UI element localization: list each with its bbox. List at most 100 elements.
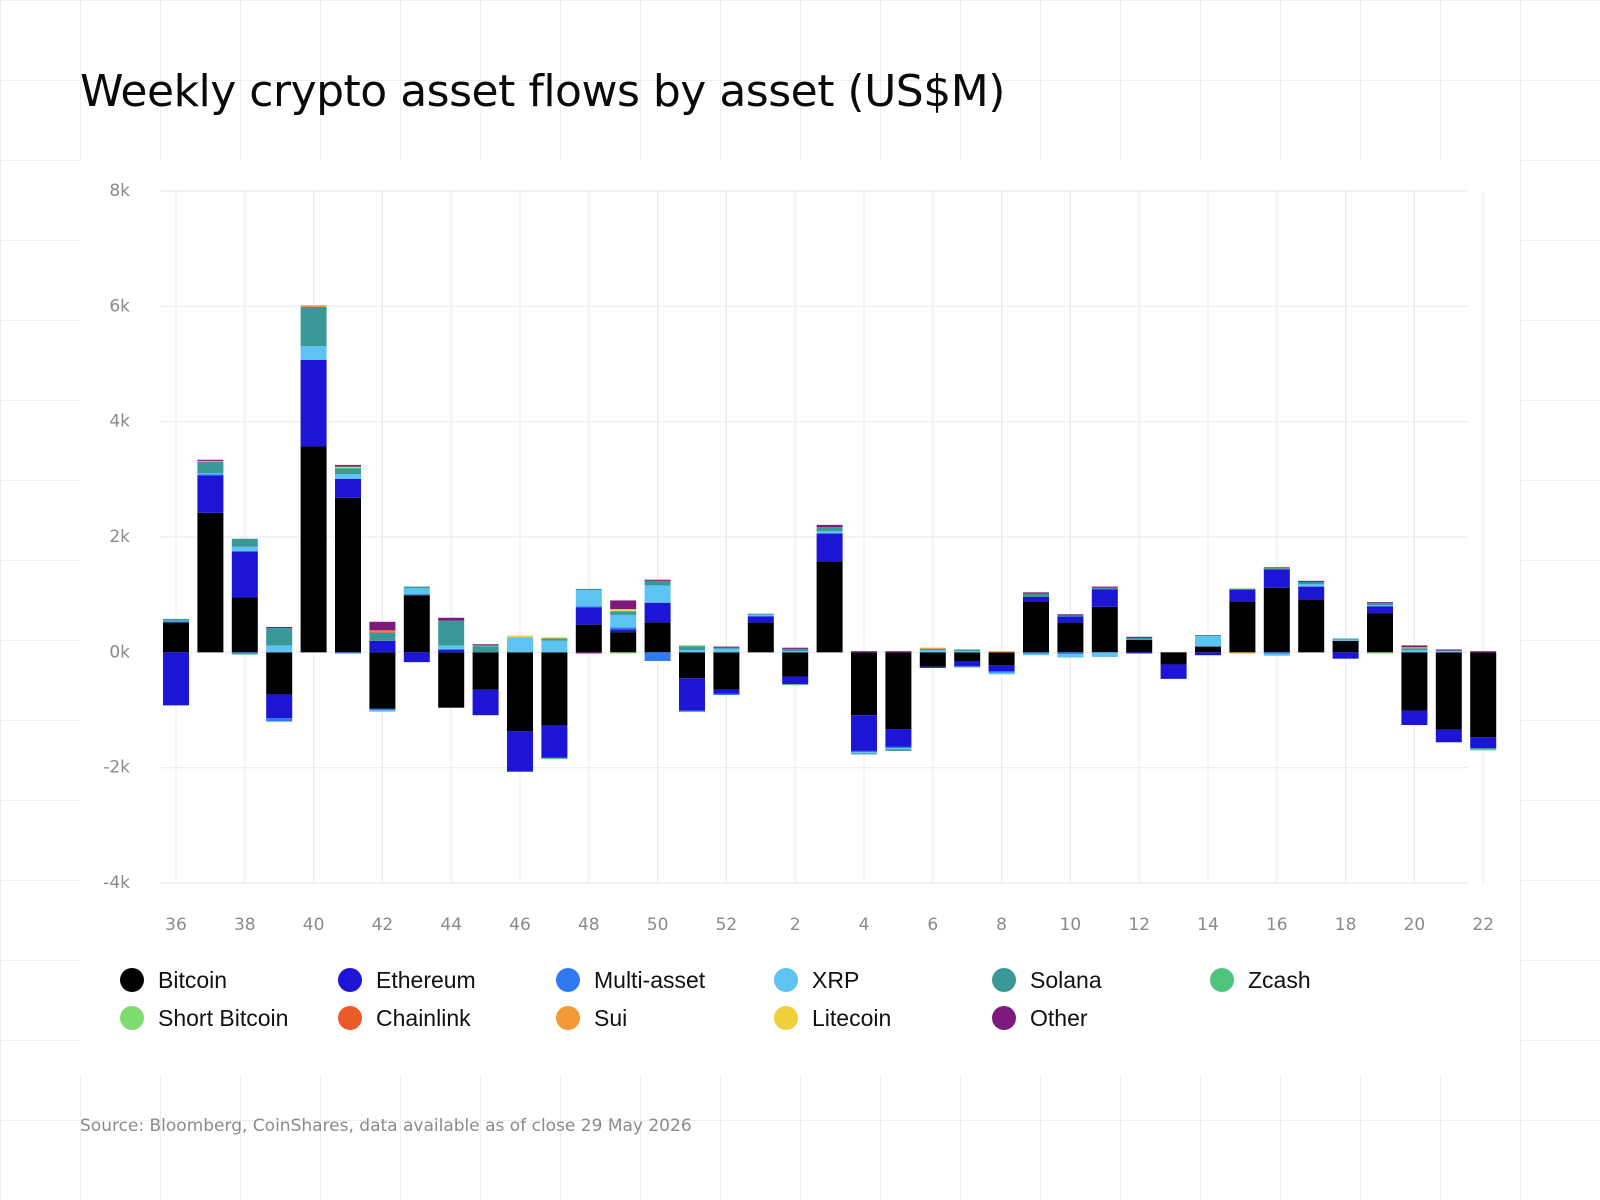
source-note: Source: Bloomberg, CoinShares, data avai… <box>80 1116 692 1136</box>
bar-segment-xrp <box>369 710 396 712</box>
legend-item-xrp: XRP <box>774 965 859 995</box>
bar-segment-bitcoin <box>1298 599 1325 653</box>
bar-segment-xrp <box>1057 654 1084 658</box>
legend-label: Ethereum <box>376 966 476 993</box>
x-tick-label: 44 <box>440 915 462 935</box>
bar-segment-ethereum <box>713 689 740 694</box>
bar-segment-solana <box>163 618 189 621</box>
bar-segment-solana <box>1298 581 1325 585</box>
bar-segment-solana <box>885 749 912 751</box>
bar-segment-xrp <box>885 748 912 750</box>
bar-segment-bitcoin <box>163 622 189 653</box>
bar-segment-other <box>782 647 809 649</box>
legend-label: Bitcoin <box>158 966 228 993</box>
bar-segment-bitcoin <box>747 622 774 653</box>
legend-label: Litecoin <box>812 1004 892 1031</box>
bar-segment-solana <box>472 646 499 653</box>
bar-segment-multi-asset <box>369 708 396 710</box>
bar-segment-solana <box>1091 587 1118 590</box>
bar-segment-bitcoin <box>885 652 912 730</box>
y-tick-label: 4k <box>109 412 130 432</box>
bar-segment-solana <box>1332 638 1359 640</box>
bar-segment-xrp <box>575 590 602 607</box>
bar-segment-solana <box>335 468 361 475</box>
x-tick-label: 8 <box>996 915 1007 935</box>
bar-segment-bitcoin <box>610 632 637 653</box>
bar-segment-bitcoin <box>300 446 327 653</box>
bar-segment-multi-asset <box>1263 652 1290 654</box>
bar-segment-xrp <box>851 752 877 754</box>
bar-segment-bitcoin <box>1023 601 1049 653</box>
bar-segment-ethereum <box>1160 664 1187 679</box>
bar-segment-bitcoin <box>575 624 602 653</box>
bar-segment-other <box>438 617 465 621</box>
legend-swatch <box>338 1006 362 1030</box>
legend-label: Sui <box>594 1004 628 1031</box>
bar-segment-multi-asset <box>335 652 361 654</box>
bar-segment-litecoin <box>610 609 637 611</box>
x-tick-label: 42 <box>372 915 394 935</box>
bar-segment-multi-asset <box>851 750 877 753</box>
bar-segment-xrp <box>300 346 327 360</box>
bar-segment-xrp <box>1091 652 1118 657</box>
x-tick-label: 2 <box>790 915 801 935</box>
y-tick-label: 8k <box>109 181 130 201</box>
legend-swatch <box>992 968 1016 992</box>
bar-segment-solana <box>231 538 258 547</box>
bar-segment-other <box>644 579 671 581</box>
bar-segment-other <box>1470 651 1497 653</box>
bar-segment-sui <box>988 651 1015 653</box>
legend-swatch <box>774 968 798 992</box>
x-tick-label: 10 <box>1060 915 1082 935</box>
bar-segment-short-bitcoin <box>335 466 361 468</box>
bar-segment-other <box>816 524 843 528</box>
bar-segment-multi-asset <box>1023 652 1049 654</box>
bar-segment-solana <box>782 648 809 652</box>
bar-segment-bitcoin <box>197 512 224 653</box>
bar-segment-solana <box>679 646 705 651</box>
bar-segment-zcash <box>231 653 258 655</box>
bar-segment-multi-asset <box>644 652 671 661</box>
legend-swatch <box>556 968 580 992</box>
x-tick-label: 52 <box>716 915 738 935</box>
bar-segment-solana <box>1367 603 1393 606</box>
bar-segment-solana <box>954 649 981 652</box>
bar-segment-short-bitcoin <box>1367 652 1393 654</box>
bar-segment-ethereum <box>1126 652 1153 654</box>
bar-segment-ethereum <box>1057 616 1084 623</box>
x-tick-label: 22 <box>1472 915 1494 935</box>
legend-label: XRP <box>812 966 860 993</box>
bar-segment-xrp <box>438 645 465 649</box>
bar-segment-ethereum <box>403 652 430 663</box>
bar-segment-zcash <box>541 757 568 760</box>
bar-segment-multi-asset <box>747 616 774 617</box>
bar-segment-bitcoin <box>644 622 671 653</box>
legend-item-short-bitcoin: Short Bitcoin <box>120 1003 288 1033</box>
bar-segment-ethereum <box>747 616 774 623</box>
bar-segment-other <box>197 459 224 461</box>
bars <box>163 305 1497 772</box>
bar-segment-xrp <box>644 585 671 603</box>
bar-segment-solana <box>610 611 637 615</box>
bar-segment-bitcoin <box>266 652 293 695</box>
bar-segment-ethereum <box>1298 586 1325 600</box>
bar-segment-sui <box>369 630 396 632</box>
bar-segment-ethereum <box>231 551 258 598</box>
bar-segment-solana <box>1470 748 1497 750</box>
bar-segment-ethereum <box>644 602 671 623</box>
bar-segment-multi-asset <box>403 594 430 596</box>
bar-segment-ethereum <box>541 724 568 758</box>
chart-panel: -4k -2k 0k 2k 4k 6k 8k 36 38 40 42 44 46 48 50 52 2 4 6 8 10… <box>80 160 1520 1075</box>
bar-segment-multi-asset <box>231 652 258 654</box>
bar-segment-xrp <box>1332 639 1359 641</box>
legend-item-other: Other <box>992 1003 1088 1033</box>
bar-segment-solana <box>1126 637 1153 640</box>
bar-segment-zcash <box>1470 749 1497 751</box>
x-tick-label: 18 <box>1335 915 1357 935</box>
y-tick-label: 0k <box>109 642 130 662</box>
bar-segment-solana <box>1435 650 1462 652</box>
legend-item-zcash: Zcash <box>1210 965 1311 995</box>
bar-segment-multi-asset <box>266 718 293 722</box>
bar-segment-sui <box>1229 652 1256 654</box>
bar-segment-ethereum <box>1401 710 1428 725</box>
